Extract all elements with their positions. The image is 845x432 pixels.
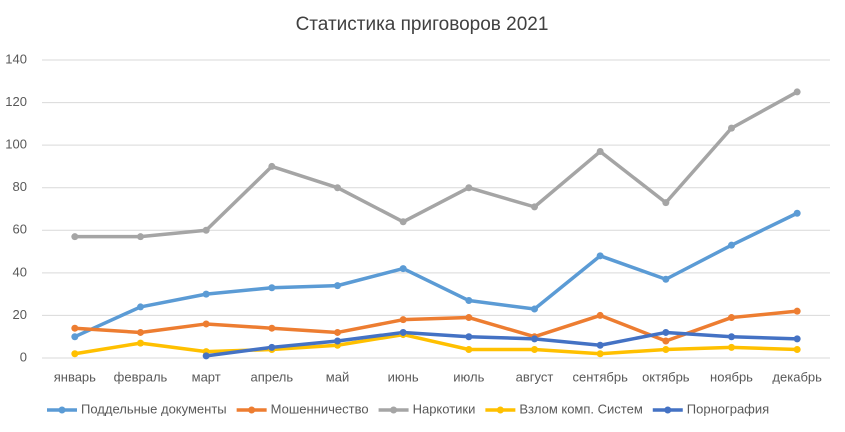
chart-title: Статистика приговоров 2021: [296, 14, 549, 35]
y-tick-label: 100: [5, 137, 27, 152]
data-point: [793, 209, 801, 217]
legend-marker: [390, 406, 398, 414]
x-tick-label: август: [516, 369, 554, 384]
data-point: [465, 314, 473, 322]
data-point: [662, 275, 670, 283]
x-tick-label: июль: [453, 369, 484, 384]
x-tick-label: январь: [54, 369, 96, 384]
data-point: [137, 303, 144, 311]
legend-label: Взлом комп. Систем: [519, 401, 642, 416]
data-point: [465, 184, 473, 192]
data-point: [268, 162, 276, 170]
data-point: [531, 345, 538, 353]
data-point: [334, 184, 341, 192]
data-point: [728, 343, 735, 351]
data-point: [202, 320, 210, 328]
series-line: [204, 330, 799, 358]
x-tick-label: апрель: [251, 369, 294, 384]
data-point: [596, 252, 604, 260]
data-point: [334, 337, 341, 345]
data-point: [137, 328, 144, 336]
data-point: [137, 233, 144, 241]
data-point: [793, 307, 801, 315]
data-point: [465, 297, 473, 305]
series-line: [73, 90, 799, 239]
series-line: [73, 211, 799, 339]
data-point: [728, 241, 735, 249]
data-point: [465, 345, 473, 353]
data-point: [793, 88, 801, 96]
y-tick-label: 120: [5, 94, 27, 109]
data-point: [268, 324, 276, 332]
data-point: [465, 333, 473, 341]
data-point: [71, 350, 79, 358]
y-tick-label: 0: [20, 349, 27, 364]
data-point: [662, 337, 670, 345]
data-point: [662, 345, 670, 353]
legend-label: Наркотики: [413, 401, 476, 416]
data-point: [531, 335, 538, 343]
x-tick-label: ноябрь: [710, 369, 753, 384]
data-point: [71, 233, 79, 241]
legend-label: Поддельные документы: [81, 401, 227, 416]
data-point: [137, 339, 144, 347]
x-tick-label: июнь: [388, 369, 419, 384]
legend-marker: [664, 406, 672, 414]
series-line: [73, 332, 799, 356]
data-point: [793, 335, 801, 343]
y-tick-label: 140: [5, 51, 27, 66]
data-point: [202, 226, 210, 234]
y-tick-label: 20: [13, 307, 27, 322]
data-point: [531, 305, 538, 313]
y-tick-label: 60: [13, 222, 27, 237]
y-tick-label: 80: [13, 179, 27, 194]
data-point: [71, 333, 79, 341]
data-point: [596, 311, 604, 319]
data-point: [202, 290, 210, 298]
data-point: [596, 350, 604, 358]
x-tick-label: сентябрь: [572, 369, 628, 384]
data-point: [399, 218, 407, 226]
data-point: [399, 265, 407, 273]
x-tick-label: май: [326, 369, 349, 384]
data-point: [662, 328, 670, 336]
data-point: [596, 148, 604, 156]
data-point: [399, 328, 407, 336]
legend-marker: [58, 406, 66, 414]
data-point: [334, 328, 341, 336]
data-point: [596, 341, 604, 349]
data-point: [399, 316, 407, 324]
data-point: [334, 282, 341, 290]
x-tick-label: октябрь: [642, 369, 690, 384]
series-line: [73, 309, 799, 343]
data-point: [268, 343, 276, 351]
legend-marker: [248, 406, 256, 414]
data-point: [531, 203, 538, 211]
legend-marker: [496, 406, 504, 414]
legend-label: Порнография: [687, 401, 769, 416]
legend-label: Мошенничество: [271, 401, 369, 416]
x-tick-label: декабрь: [772, 369, 822, 384]
data-point: [793, 345, 801, 353]
data-point: [728, 124, 735, 132]
data-point: [728, 333, 735, 341]
data-point: [728, 314, 735, 322]
data-point: [202, 352, 210, 360]
data-point: [268, 284, 276, 292]
data-point: [71, 324, 79, 332]
x-tick-label: февраль: [114, 369, 168, 384]
x-tick-label: март: [192, 369, 221, 384]
data-point: [662, 199, 670, 207]
y-tick-label: 40: [13, 264, 27, 279]
